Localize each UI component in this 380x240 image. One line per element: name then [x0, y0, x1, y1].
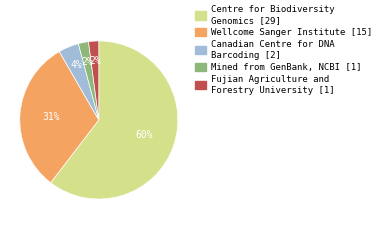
Wedge shape: [51, 41, 178, 199]
Wedge shape: [89, 41, 99, 120]
Text: 4%: 4%: [70, 60, 82, 70]
Text: 2%: 2%: [81, 57, 93, 67]
Text: 60%: 60%: [135, 130, 152, 140]
Wedge shape: [78, 42, 99, 120]
Text: 31%: 31%: [43, 112, 60, 122]
Wedge shape: [20, 52, 99, 183]
Wedge shape: [59, 44, 99, 120]
Text: 2%: 2%: [89, 56, 101, 66]
Legend: Centre for Biodiversity
Genomics [29], Wellcome Sanger Institute [15], Canadian : Centre for Biodiversity Genomics [29], W…: [195, 5, 373, 96]
